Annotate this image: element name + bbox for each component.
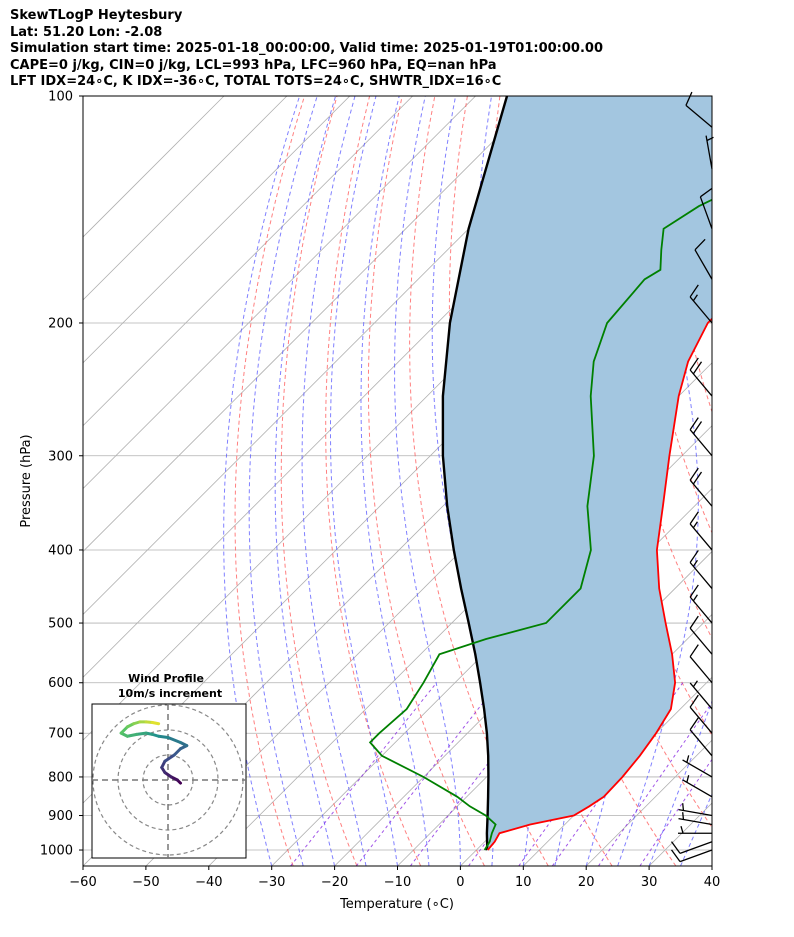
y-tick-label: 500 — [48, 617, 73, 632]
dry-adiabat — [761, 96, 794, 866]
mixing-ratio-line — [355, 682, 499, 866]
moist-adiabat — [360, 96, 430, 866]
y-tick-label: 900 — [48, 809, 73, 824]
hodograph-trace — [150, 721, 161, 726]
wind-barb — [689, 717, 713, 757]
wind-barb — [699, 187, 713, 229]
mixing-ratio-line — [597, 701, 712, 866]
x-tick-label: −30 — [258, 875, 285, 890]
wind-barb — [670, 849, 713, 863]
wind-barb — [689, 550, 713, 589]
wind-barb — [689, 584, 713, 624]
x-tick-label: 40 — [704, 875, 721, 890]
y-tick-label: 800 — [48, 770, 73, 785]
y-tick-label: 100 — [48, 90, 73, 105]
dewpoint-line — [368, 198, 712, 851]
y-tick-label: 600 — [48, 676, 73, 691]
wind-barb — [689, 467, 713, 507]
parcel-profile-line — [441, 96, 509, 851]
isotherm-line — [83, 96, 476, 490]
hodograph-trace — [163, 753, 176, 763]
hodograph-inset: Wind Profile 10m/s increment — [91, 672, 247, 859]
y-axis-label: Pressure (hPa) — [19, 434, 34, 527]
location-line: Lat: 51.20 Lon: -2.08 — [10, 24, 163, 40]
x-tick-label: 30 — [641, 875, 658, 890]
y-tick-label: 400 — [48, 543, 73, 558]
y-tick-label: 1000 — [40, 844, 73, 859]
wind-barb — [694, 238, 713, 280]
hodograph-trace — [135, 731, 148, 736]
axis-ticks: −60 −50 −40 −30 −20 −10 0 10 20 30 40 100 200 300 400 5… — [40, 90, 720, 891]
profile-series — [368, 96, 712, 851]
y-tick-label: 200 — [48, 316, 73, 331]
hodograph-subtitle: 10m/s increment — [118, 687, 222, 700]
wind-barb — [678, 812, 713, 826]
indices-line: LFT IDX=24∘C, K IDX=-36∘C, TOTAL TOTS=24… — [10, 74, 502, 89]
moist-adiabat — [617, 96, 699, 866]
moist-adiabat — [248, 96, 318, 866]
y-tick-label: 300 — [48, 449, 73, 464]
wind-barb — [689, 680, 713, 710]
isotherm-line — [775, 96, 794, 866]
parcel-shading — [442, 96, 712, 850]
dry-adiabat — [280, 96, 358, 866]
moist-adiabat — [301, 96, 367, 866]
temperature-line — [487, 317, 712, 851]
x-tick-label: −10 — [384, 875, 411, 890]
wind-barb — [689, 357, 713, 397]
cape-line: CAPE=0 j/kg, CIN=0 j/kg, LCL=993 hPa, LF… — [10, 57, 497, 73]
wind-barb — [689, 284, 713, 324]
isotherm-line — [711, 865, 712, 866]
wind-barb — [689, 694, 713, 734]
dry-adiabat — [728, 96, 794, 866]
wind-barb — [678, 803, 713, 817]
dry-adiabat — [367, 96, 485, 866]
dry-adiabat — [409, 96, 549, 866]
title-block: SkewTLogP Heytesbury Lat: 51.20 Lon: -2.… — [10, 8, 603, 91]
x-tick-label: −60 — [69, 875, 96, 890]
dry-adiabat — [234, 96, 305, 866]
isotherm-line — [83, 96, 351, 364]
wind-barb — [678, 826, 712, 834]
hodograph-trace — [166, 736, 182, 744]
wind-barb — [685, 91, 713, 128]
isotherm-line — [83, 96, 539, 553]
x-tick-label: −40 — [195, 875, 222, 890]
moist-adiabat — [274, 96, 337, 866]
wind-barb — [670, 841, 713, 854]
wind-barb — [682, 775, 713, 798]
wind-barbs — [670, 91, 714, 863]
y-tick-label: 700 — [48, 727, 73, 742]
x-tick-label: 10 — [515, 875, 532, 890]
x-axis-label: Temperature (∘C) — [339, 897, 454, 912]
wind-barb — [689, 511, 713, 551]
hodograph-trace — [125, 732, 139, 738]
chart-title: SkewTLogP Heytesbury — [10, 8, 183, 23]
moist-adiabat — [330, 96, 398, 866]
isotherm-line — [83, 96, 225, 238]
moist-adiabat — [711, 864, 712, 866]
x-tick-label: −50 — [132, 875, 159, 890]
moist-adiabat — [223, 96, 301, 866]
isotherm-line — [83, 96, 413, 427]
x-tick-label: 0 — [456, 875, 464, 890]
wind-barb — [689, 615, 713, 655]
hodograph-trace — [157, 734, 170, 739]
x-tick-label: −20 — [321, 875, 348, 890]
wind-barb — [682, 755, 713, 778]
hodograph-title: Wind Profile — [128, 672, 204, 685]
x-tick-label: 20 — [578, 875, 595, 890]
isotherm-line — [83, 96, 288, 301]
moist-adiabat — [648, 699, 712, 866]
time-line: Simulation start time: 2025-01-18_00:00:… — [10, 41, 603, 56]
moist-adiabat — [680, 792, 712, 866]
isotherm-line — [334, 488, 712, 866]
cin-cape-shading — [442, 96, 712, 850]
mixing-ratio-line — [290, 682, 437, 866]
wind-barb — [689, 417, 713, 457]
wind-barb — [689, 644, 713, 684]
moist-adiabat — [394, 96, 461, 866]
